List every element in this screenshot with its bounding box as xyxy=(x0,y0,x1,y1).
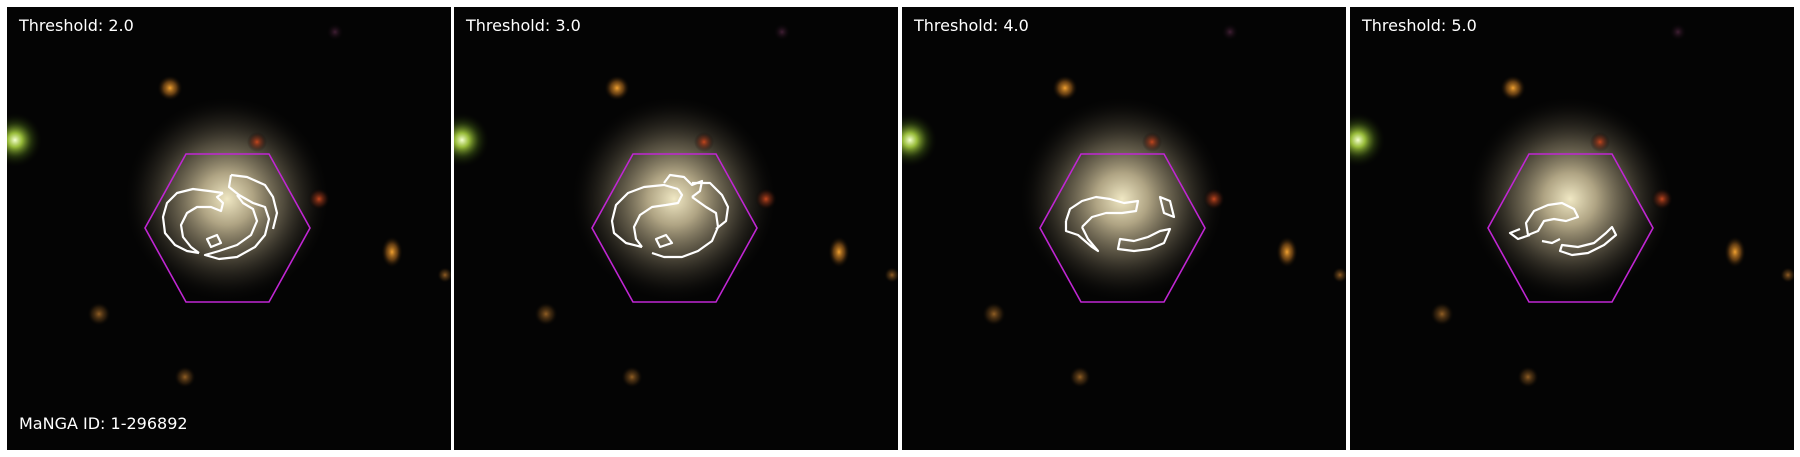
threshold-label: Threshold: 5.0 xyxy=(1362,16,1477,35)
fov-hexagon xyxy=(1039,153,1206,303)
star xyxy=(1142,132,1162,152)
star xyxy=(1669,23,1687,41)
contour xyxy=(1508,201,1618,257)
star xyxy=(534,302,558,326)
star xyxy=(1651,188,1673,210)
galaxy xyxy=(122,94,332,304)
threshold-label: Threshold: 4.0 xyxy=(914,16,1029,35)
star xyxy=(174,366,196,388)
galaxy-id-label: MaNGA ID: 1-296892 xyxy=(19,414,188,433)
star xyxy=(381,236,403,268)
fov-hexagon xyxy=(591,153,758,303)
star xyxy=(1203,188,1225,210)
star xyxy=(1430,302,1454,326)
star xyxy=(1221,23,1239,41)
star xyxy=(437,267,451,283)
star xyxy=(604,75,630,101)
galaxy xyxy=(1465,94,1675,304)
fov-hexagon xyxy=(1487,153,1654,303)
bright-star xyxy=(902,112,938,168)
star xyxy=(694,132,714,152)
contour xyxy=(161,173,279,261)
galaxy-image-2 xyxy=(454,23,898,388)
contour xyxy=(610,173,730,259)
star xyxy=(1724,236,1746,268)
galaxy-image-3 xyxy=(902,23,1346,388)
star xyxy=(1276,236,1298,268)
star xyxy=(247,132,267,152)
galaxy xyxy=(1017,94,1227,304)
star xyxy=(828,236,850,268)
contour xyxy=(1064,195,1176,253)
star xyxy=(755,188,777,210)
star xyxy=(884,267,898,283)
image-panel-2: Threshold: 3.0 xyxy=(454,7,898,450)
image-panel-3: Threshold: 4.0 xyxy=(902,7,1346,450)
star xyxy=(1780,267,1794,283)
star xyxy=(1500,75,1526,101)
image-panel-1: Threshold: 2.0 MaNGA ID: 1-296892 xyxy=(7,7,451,450)
star xyxy=(982,302,1006,326)
star xyxy=(157,75,183,101)
bright-star xyxy=(454,112,490,168)
star xyxy=(87,302,111,326)
star xyxy=(1517,366,1539,388)
star xyxy=(1052,75,1078,101)
fov-hexagon xyxy=(144,153,311,303)
star xyxy=(1332,267,1346,283)
star xyxy=(1590,132,1610,152)
star xyxy=(308,188,330,210)
bright-star xyxy=(1350,112,1386,168)
star xyxy=(621,366,643,388)
star xyxy=(773,23,791,41)
star xyxy=(326,23,344,41)
bright-star xyxy=(7,112,43,168)
galaxy xyxy=(569,94,779,304)
threshold-label: Threshold: 3.0 xyxy=(466,16,581,35)
threshold-label: Threshold: 2.0 xyxy=(19,16,134,35)
galaxy-image-4 xyxy=(1350,23,1794,388)
image-panel-4: Threshold: 5.0 xyxy=(1350,7,1794,450)
galaxy-image-1 xyxy=(7,23,451,388)
star xyxy=(1069,366,1091,388)
